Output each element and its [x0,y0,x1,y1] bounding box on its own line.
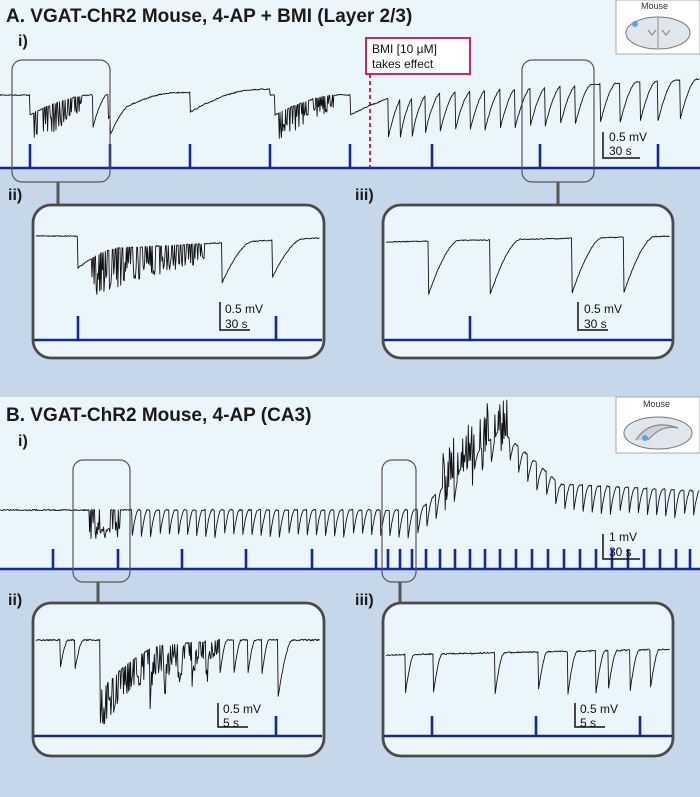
panel-a-scale-bar-i: 0.5 mV 30 s [602,130,647,159]
panel-a-main-trace [0,78,700,139]
panel-b-inset-iii [381,601,675,758]
panel-b-sub-iii: iii) [355,592,374,609]
panel-a-scale-i-t: 30 s [609,144,632,158]
panel-b-scale-bar-iii: 0.5 mV 5 s [574,702,618,730]
panel-b-sub-ii: ii) [8,592,22,609]
panel-b-scale-ii-v: 0.5 mV [223,702,261,716]
panel-a-scale-bar-iii: 0.5 mV 30 s [577,302,622,331]
panel-a-stim-markers [28,144,660,168]
panel-b-inset-iii-stim-markers [430,716,642,736]
panel-b-scale-iii-t: 5 s [580,716,596,730]
panel-b-inset-ii-trace [35,638,320,725]
panel-b-scale-iii-v: 0.5 mV [580,702,618,716]
mouse-brain-coronal-icon: Mouse [615,0,700,55]
panel-b-scale-i-t: 30 s [609,545,632,559]
panel-a-scale-iii-t: 30 s [584,317,607,331]
panel-b-bg-top [0,397,700,570]
panel-a-sub-i: i) [18,33,28,50]
panel-a-inset-ii [31,203,326,360]
panel-a-scale-bar-ii: 0.5 mV 30 s [219,302,263,331]
panel-b-inset-iii-trace [385,648,670,695]
bmi-annotation-line1: BMI [10 µM] [372,42,437,56]
panel-a-inset-ii-stim-markers [76,316,278,340]
bmi-annotation-line2: takes effect [372,57,434,71]
panel-b-title: B. VGAT-ChR2 Mouse, 4-AP (CA3) [6,405,311,426]
panel-b-zoom-box-ii [72,459,131,583]
panel-a-scale-ii-t: 30 s [225,317,248,331]
panel-a-zoom-box-ii [11,59,111,183]
panel-b-scale-ii-t: 5 s [223,716,239,730]
panel-b-inset-ii [31,601,326,758]
panel-b-scale-bar-ii: 0.5 mV 5 s [217,702,261,730]
panel-a-title: A. VGAT-ChR2 Mouse, 4-AP + BMI (Layer 2/… [6,6,412,27]
panel-b-scale-i-v: 1 mV [609,530,637,544]
panel-a-sub-iii: iii) [355,187,374,204]
mouse-brain-hippocampus-icon: Mouse [615,396,700,454]
panel-a-inset-iii-trace [385,235,670,295]
mouse-icon-label-a: Mouse [641,1,668,11]
panel-a-scale-ii-v: 0.5 mV [225,302,263,316]
panel-b-main-trace [0,399,700,539]
panel-a-inset-iii [381,203,675,360]
panel-b-stim-markers [51,549,692,569]
panel-a-bg-top [0,0,700,169]
panel-b-sub-i: i) [18,433,28,450]
panel-a-inset-ii-trace [35,235,320,295]
mouse-icon-label-b: Mouse [643,399,670,409]
panel-a-scale-iii-v: 0.5 mV [584,302,622,316]
panel-b-scale-bar-i: 1 mV 30 s [602,530,640,560]
bmi-annotation: BMI [10 µM] takes effect [365,37,471,168]
panel-a-sub-ii: ii) [8,187,22,204]
panel-a-scale-i-v: 0.5 mV [609,130,647,144]
